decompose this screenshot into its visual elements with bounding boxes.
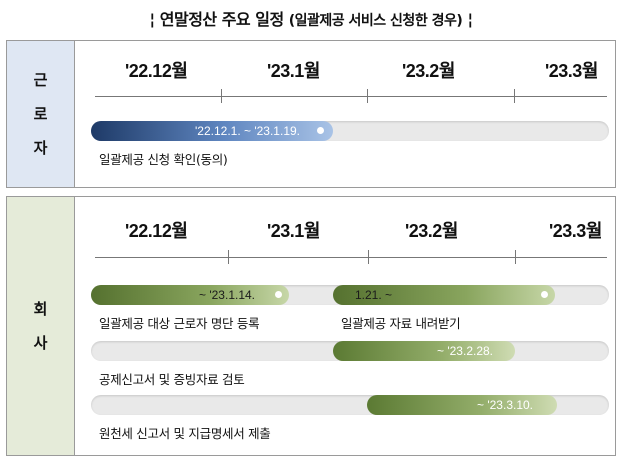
timeline-tick	[514, 89, 515, 103]
task-name: 원천세 신고서 및 지급명세서 제출	[99, 426, 271, 441]
month-label: '23.3월	[545, 61, 598, 81]
month-label: '23.2월	[402, 61, 455, 81]
timeline-tick	[228, 250, 229, 264]
end-dot	[541, 291, 548, 298]
month-label: '22.12월	[125, 61, 188, 81]
worker-label-char: 로	[33, 105, 48, 123]
worker-label: 근 로 자	[7, 41, 75, 187]
task-bar: 1.21. ~	[333, 285, 555, 305]
end-dot	[317, 127, 324, 134]
task-name: 일괄제공 신청 확인(동의)	[99, 152, 228, 167]
company-label-char: 사	[33, 334, 48, 352]
task-bar: ~ '23.2.28.	[333, 341, 515, 361]
task-period: ~ '23.1.14.	[199, 288, 256, 302]
title-right-mark: ¦	[467, 10, 473, 29]
task-bar: ~ '23.3.10.	[367, 395, 557, 415]
task-bar: ~ '23.1.14.	[91, 285, 289, 305]
month-label: '22.12월	[125, 221, 188, 241]
worker-label-char: 근	[33, 71, 48, 89]
timeline-tick	[368, 250, 369, 264]
task-bar: '22.12.1. ~ '23.1.19.	[91, 121, 333, 141]
timeline-axis	[95, 96, 607, 97]
title-main: 연말정산 주요 일정	[159, 10, 284, 29]
month-label: '23.1월	[267, 221, 320, 241]
month-label: '23.3월	[549, 221, 602, 241]
page-title: ¦ 연말정산 주요 일정 (일괄제공 서비스 신청한 경우) ¦	[0, 6, 622, 30]
timeline-tick	[367, 89, 368, 103]
month-label: '23.2월	[405, 221, 458, 241]
task-period: '22.12.1. ~ '23.1.19.	[195, 124, 300, 138]
company-label: 회 사	[7, 197, 75, 455]
title-sub: (일괄제공 서비스 신청한 경우)	[288, 13, 463, 29]
worker-section: 근 로 자 '22.12월 '23.1월 '23.2월 '23.3월 '22.1…	[6, 40, 616, 188]
timeline-tick	[515, 250, 516, 264]
task-name: 일괄제공 자료 내려받기	[341, 316, 461, 331]
timeline-axis	[95, 257, 607, 258]
month-label: '23.1월	[267, 61, 320, 81]
task-period: 1.21. ~	[355, 288, 393, 302]
task-name: 일괄제공 대상 근로자 명단 등록	[99, 316, 260, 331]
timeline-tick	[221, 89, 222, 103]
task-period: ~ '23.3.10.	[477, 398, 534, 412]
task-period: ~ '23.2.28.	[437, 344, 494, 358]
end-dot	[275, 291, 282, 298]
task-name: 공제신고서 및 증빙자료 검토	[99, 372, 245, 387]
company-section: 회 사 '22.12월 '23.1월 '23.2월 '23.3월 ~ '23.1…	[6, 196, 616, 456]
company-label-char: 회	[33, 300, 48, 318]
title-left-mark: ¦	[149, 10, 155, 29]
worker-label-char: 자	[33, 139, 48, 157]
